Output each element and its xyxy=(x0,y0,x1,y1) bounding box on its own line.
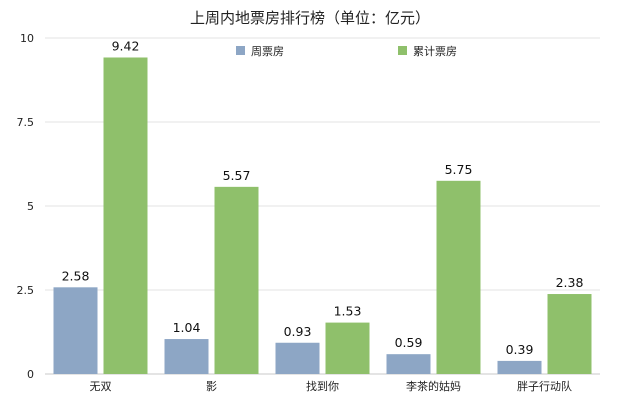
x-tick-label: 找到你 xyxy=(306,379,339,393)
legend: 周票房 累计票房 xyxy=(236,45,457,58)
data-label: 0.93 xyxy=(284,324,312,339)
x-tick-label: 影 xyxy=(206,380,217,393)
bar-cumulative xyxy=(547,294,592,374)
data-label: 2.58 xyxy=(62,268,90,283)
y-tick-label: 10 xyxy=(20,32,34,45)
x-tick-label: 无双 xyxy=(90,380,112,393)
data-labels: 2.58 9.42 1.04 5.57 0.93 1.53 0.59 5.75 0.39 2.38 xyxy=(62,38,584,356)
data-label: 2.38 xyxy=(556,275,584,290)
bar-weekly xyxy=(386,354,431,374)
data-label: 1.04 xyxy=(173,320,201,335)
y-tick-label: 7.5 xyxy=(17,116,35,129)
y-tick-label: 0 xyxy=(27,368,34,381)
bar-cumulative xyxy=(103,57,148,374)
data-label: 0.39 xyxy=(506,342,534,357)
y-tick-label: 2.5 xyxy=(17,284,35,297)
data-label: 5.57 xyxy=(223,168,251,183)
bar-weekly xyxy=(275,342,320,374)
bar-weekly xyxy=(53,287,98,374)
x-tick-label: 胖子行动队 xyxy=(517,379,572,393)
bar-cumulative xyxy=(325,322,370,374)
y-axis-ticks: 0 2.5 5 7.5 10 xyxy=(17,32,35,381)
data-label: 1.53 xyxy=(334,304,362,319)
chart-title: 上周内地票房排行榜（单位：亿元） xyxy=(190,9,430,27)
data-label: 9.42 xyxy=(112,38,140,53)
bar-cumulative xyxy=(214,186,259,374)
legend-swatch xyxy=(236,46,245,55)
bar-weekly xyxy=(164,339,209,374)
bar-cumulative xyxy=(436,180,481,374)
data-label: 0.59 xyxy=(395,335,423,350)
data-label: 5.75 xyxy=(445,162,473,177)
legend-label: 周票房 xyxy=(251,45,284,58)
bar-weekly xyxy=(497,360,542,374)
bars xyxy=(53,57,592,374)
legend-label: 累计票房 xyxy=(413,45,457,58)
x-axis-ticks: 无双 影 找到你 李茶的姑妈 胖子行动队 xyxy=(90,379,573,393)
x-tick-label: 李茶的姑妈 xyxy=(406,379,461,393)
legend-swatch xyxy=(398,46,407,55)
y-tick-label: 5 xyxy=(27,200,34,213)
